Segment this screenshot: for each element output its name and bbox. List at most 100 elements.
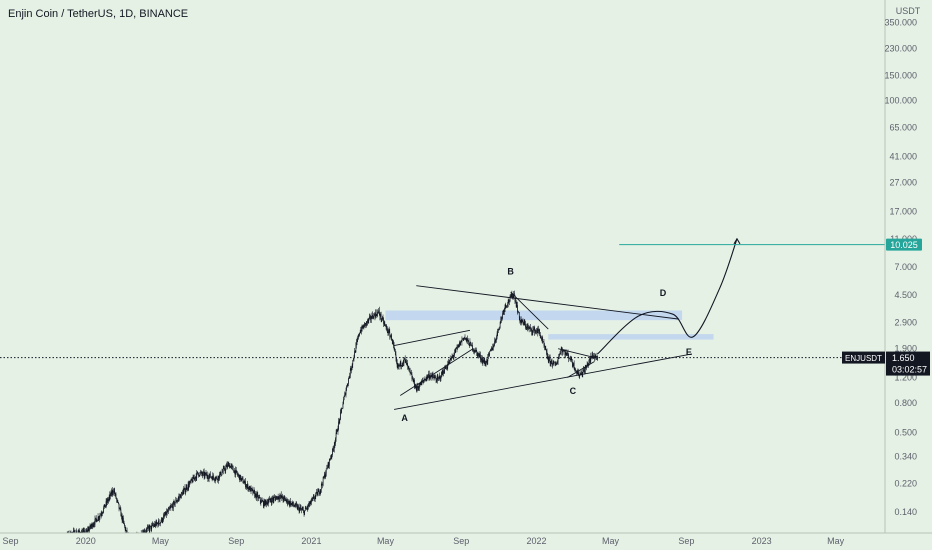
candle-body xyxy=(414,380,415,387)
candle-body xyxy=(362,326,364,328)
candle-body xyxy=(164,514,166,516)
candle-body xyxy=(217,479,219,481)
candle-body xyxy=(203,471,204,473)
candle-body xyxy=(462,339,463,340)
candle-body xyxy=(448,362,450,364)
candle-body xyxy=(457,346,458,348)
candle-body xyxy=(529,328,531,329)
candle-body xyxy=(223,467,225,469)
candle-body xyxy=(196,472,198,479)
candle-body xyxy=(89,528,90,531)
y-tick-label: 1.200 xyxy=(894,372,917,382)
candle-body xyxy=(486,361,488,363)
candle-body xyxy=(100,514,102,516)
candle-body xyxy=(516,305,518,307)
candle-body xyxy=(124,526,126,531)
candle-body xyxy=(247,484,249,490)
candle-body xyxy=(402,363,404,366)
candle-body xyxy=(412,378,414,382)
candle-body xyxy=(485,363,486,366)
candle-body xyxy=(157,523,159,526)
candle-body xyxy=(463,337,465,339)
candle-body xyxy=(272,498,273,500)
candle-body xyxy=(235,469,237,471)
y-tick-label: 100.000 xyxy=(884,96,917,106)
zone-box-2 xyxy=(548,334,714,340)
candle-body xyxy=(545,349,547,350)
candle-body xyxy=(257,494,259,499)
candle-body xyxy=(346,385,348,387)
candle-body xyxy=(435,378,437,381)
candle-body xyxy=(278,496,280,499)
candle-body xyxy=(85,530,87,534)
candle-body xyxy=(485,361,487,366)
candle-body xyxy=(353,359,354,361)
candle-body xyxy=(405,359,407,361)
candle-body xyxy=(464,337,466,339)
candle-body xyxy=(531,331,533,333)
candle-body xyxy=(396,358,397,363)
candle-body xyxy=(335,432,337,439)
candle-body xyxy=(288,501,290,505)
candle-body xyxy=(522,320,524,323)
candle-body xyxy=(496,333,498,338)
candle-body xyxy=(251,489,253,490)
candle-body xyxy=(239,474,241,480)
countdown-label: 03:02:57 xyxy=(892,365,927,375)
candle-body xyxy=(368,318,370,321)
candle-body xyxy=(521,321,523,323)
y-tick-label: 0.800 xyxy=(894,398,917,408)
y-tick-label: 4.500 xyxy=(894,290,917,300)
candle-body xyxy=(287,503,289,504)
candle-body xyxy=(446,367,447,369)
candle-body xyxy=(585,367,587,369)
candle-body xyxy=(354,350,355,357)
candle-body xyxy=(473,350,474,351)
candle-body xyxy=(283,496,285,501)
candle-body xyxy=(471,344,473,346)
candle-body xyxy=(428,373,429,376)
candle-body xyxy=(209,473,211,478)
candle-body xyxy=(493,346,494,348)
trendline-2 xyxy=(393,329,471,346)
candle-body xyxy=(323,477,325,478)
candle-body xyxy=(343,396,345,400)
candle-body xyxy=(147,527,148,529)
candle-body xyxy=(459,342,460,347)
candle-body xyxy=(425,379,426,381)
candle-body xyxy=(560,348,562,354)
candle-body xyxy=(327,467,328,469)
candle-body xyxy=(490,350,492,352)
candle-body xyxy=(180,495,182,498)
candle-body xyxy=(91,523,93,526)
candle-body xyxy=(386,328,388,332)
candle-body xyxy=(383,319,384,324)
candle-body xyxy=(151,524,153,526)
candle-body xyxy=(523,322,524,325)
candle-body xyxy=(246,485,248,487)
candle-body xyxy=(470,342,472,346)
candle-body xyxy=(165,511,167,515)
candle-body xyxy=(440,377,442,379)
candle-body xyxy=(483,360,485,363)
candle-body xyxy=(434,377,436,378)
candle-body xyxy=(166,511,168,515)
candle-body xyxy=(530,327,531,329)
projection-arrowhead xyxy=(733,237,741,245)
candle-body xyxy=(451,357,452,360)
candle-body xyxy=(197,472,199,474)
candle-body xyxy=(209,473,211,476)
candle-body xyxy=(253,490,254,494)
candle-body xyxy=(333,448,334,450)
candle-body xyxy=(536,331,538,333)
candle-body xyxy=(158,520,160,524)
last-price-tag xyxy=(886,351,930,376)
x-tick-label: 2021 xyxy=(301,536,321,546)
candle-body xyxy=(337,430,338,432)
candle-body xyxy=(506,305,508,307)
candle-body xyxy=(213,477,215,480)
projection-path xyxy=(597,238,738,355)
candle-body xyxy=(286,499,288,501)
candle-body xyxy=(592,354,594,356)
